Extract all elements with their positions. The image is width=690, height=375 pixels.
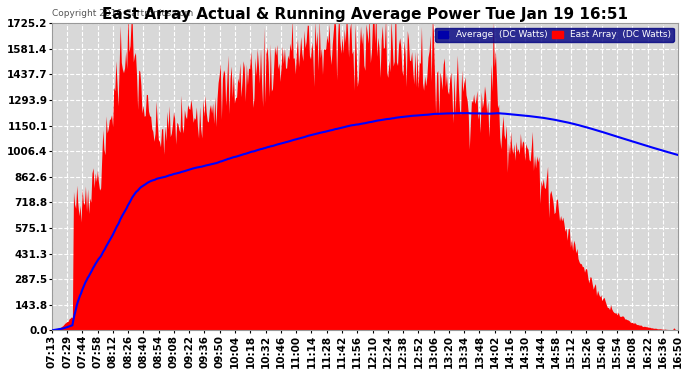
Title: East Array Actual & Running Average Power Tue Jan 19 16:51: East Array Actual & Running Average Powe…: [102, 7, 628, 22]
Text: Copyright 2016 Cartronics.com: Copyright 2016 Cartronics.com: [52, 9, 193, 18]
Legend: Average  (DC Watts), East Array  (DC Watts): Average (DC Watts), East Array (DC Watts…: [435, 28, 673, 42]
